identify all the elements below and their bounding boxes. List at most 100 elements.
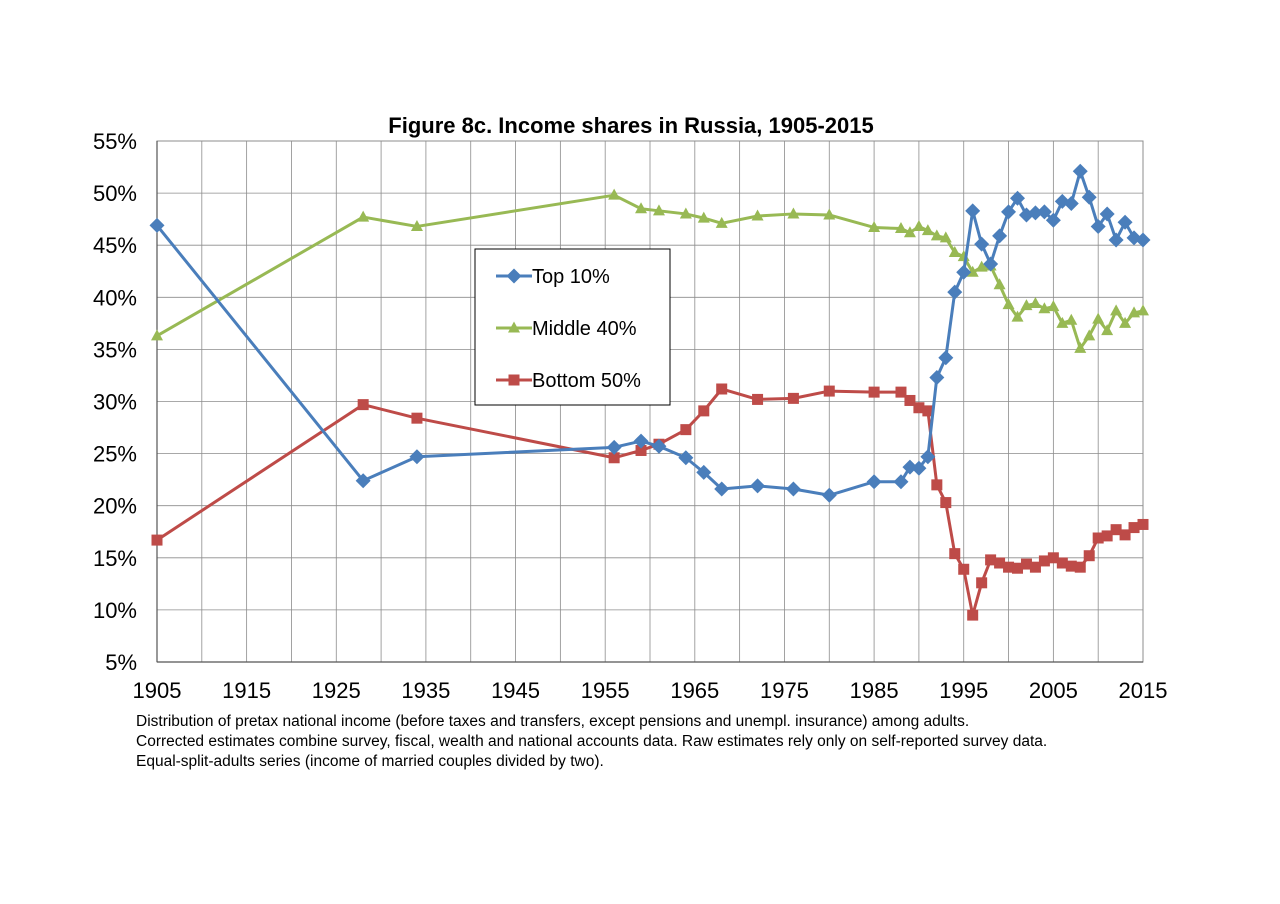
data-point-top-10 bbox=[821, 487, 837, 503]
data-point-bottom-50 bbox=[913, 402, 925, 414]
data-point-middle-40 bbox=[751, 209, 764, 221]
data-point-bottom-50 bbox=[1065, 560, 1077, 572]
data-point-middle-40 bbox=[912, 219, 925, 231]
data-point-bottom-50 bbox=[1119, 529, 1131, 541]
data-point-bottom-50 bbox=[716, 383, 728, 395]
y-tick-label: 55% bbox=[93, 129, 137, 154]
series-top-10 bbox=[149, 163, 1151, 503]
data-point-middle-40 bbox=[1056, 316, 1069, 328]
data-point-top-10 bbox=[1001, 204, 1017, 220]
data-point-top-10 bbox=[678, 450, 694, 466]
data-point-top-10 bbox=[606, 439, 622, 455]
data-point-middle-40 bbox=[1029, 297, 1042, 309]
data-point-top-10 bbox=[149, 217, 165, 233]
data-point-top-10 bbox=[956, 264, 972, 280]
data-point-middle-40 bbox=[1137, 304, 1149, 316]
data-point-middle-40 bbox=[715, 216, 728, 228]
x-tick-label: 2005 bbox=[1029, 678, 1078, 703]
data-point-middle-40 bbox=[823, 208, 836, 220]
x-tick-label: 1975 bbox=[760, 678, 809, 703]
chart-title: Figure 8c. Income shares in Russia, 1905… bbox=[388, 113, 873, 138]
x-tick-label: 1905 bbox=[133, 678, 182, 703]
data-point-bottom-50 bbox=[940, 497, 952, 509]
x-tick-label: 1925 bbox=[312, 678, 361, 703]
data-point-top-10 bbox=[1135, 232, 1151, 248]
x-tick-label: 1965 bbox=[670, 678, 719, 703]
data-point-middle-40 bbox=[1110, 304, 1123, 316]
data-point-top-10 bbox=[965, 203, 981, 219]
data-point-middle-40 bbox=[921, 224, 934, 236]
data-point-middle-40 bbox=[1047, 300, 1060, 312]
data-point-bottom-50 bbox=[976, 577, 988, 589]
x-tick-label: 1955 bbox=[581, 678, 630, 703]
data-point-bottom-50 bbox=[1029, 561, 1041, 573]
x-tick-label: 2015 bbox=[1119, 678, 1168, 703]
data-point-top-10 bbox=[1036, 204, 1052, 220]
data-point-bottom-50 bbox=[994, 557, 1006, 569]
data-point-top-10 bbox=[1045, 212, 1061, 228]
y-axis-tick-labels: 5% 10% 15% 20% 25% 30% 35% 40% 45% 50% 55% bbox=[93, 129, 137, 675]
data-point-top-10 bbox=[866, 474, 882, 490]
y-tick-label: 35% bbox=[93, 337, 137, 362]
series-middle-40 bbox=[151, 188, 1149, 353]
data-point-top-10 bbox=[633, 433, 649, 449]
data-point-top-10 bbox=[1099, 206, 1115, 222]
data-point-middle-40 bbox=[151, 329, 163, 341]
series-lines bbox=[149, 163, 1151, 621]
legend-label: Bottom 50% bbox=[532, 370, 641, 392]
data-point-top-10 bbox=[1072, 163, 1088, 179]
data-point-middle-40 bbox=[679, 207, 692, 219]
data-point-top-10 bbox=[947, 284, 963, 300]
y-tick-label: 30% bbox=[93, 390, 137, 415]
data-point-middle-40 bbox=[975, 260, 988, 272]
data-point-top-10 bbox=[750, 478, 766, 494]
legend-entry-bottom-50: Bottom 50% bbox=[496, 370, 641, 392]
data-point-middle-40 bbox=[1101, 324, 1114, 336]
data-point-middle-40 bbox=[894, 222, 907, 234]
data-point-middle-40 bbox=[787, 207, 800, 219]
y-tick-label: 20% bbox=[93, 494, 137, 519]
data-point-top-10 bbox=[409, 449, 425, 465]
data-point-top-10 bbox=[785, 481, 801, 497]
data-point-bottom-50 bbox=[1110, 524, 1122, 536]
data-point-bottom-50 bbox=[868, 386, 880, 398]
data-point-middle-40 bbox=[993, 278, 1006, 290]
data-point-bottom-50 bbox=[752, 393, 764, 405]
data-point-bottom-50 bbox=[1137, 518, 1149, 530]
data-point-bottom-50 bbox=[357, 399, 369, 411]
data-point-bottom-50 bbox=[787, 392, 799, 404]
x-tick-label: 1945 bbox=[491, 678, 540, 703]
note-line-1: Distribution of pretax national income (… bbox=[136, 713, 970, 730]
data-point-bottom-50 bbox=[1056, 557, 1068, 569]
data-point-bottom-50 bbox=[151, 534, 163, 546]
data-point-top-10 bbox=[974, 236, 990, 252]
x-tick-label: 1985 bbox=[850, 678, 899, 703]
data-point-top-10 bbox=[1108, 232, 1124, 248]
y-tick-label: 5% bbox=[105, 650, 137, 675]
legend-entry-middle-40: Middle 40% bbox=[496, 318, 637, 340]
data-point-top-10 bbox=[902, 459, 918, 475]
data-point-bottom-50 bbox=[922, 405, 934, 417]
legend-swatch-marker bbox=[508, 374, 520, 386]
y-tick-label: 50% bbox=[93, 181, 137, 206]
data-point-top-10 bbox=[1010, 190, 1026, 206]
data-point-bottom-50 bbox=[985, 554, 997, 566]
data-point-bottom-50 bbox=[1074, 561, 1086, 573]
y-tick-label: 45% bbox=[93, 233, 137, 258]
data-point-middle-40 bbox=[1020, 299, 1033, 311]
data-point-middle-40 bbox=[1128, 306, 1141, 318]
data-point-middle-40 bbox=[635, 202, 648, 214]
data-point-top-10 bbox=[1081, 189, 1097, 205]
data-point-middle-40 bbox=[868, 220, 881, 232]
chart-notes: Distribution of pretax national income (… bbox=[136, 712, 1216, 772]
data-point-middle-40 bbox=[948, 245, 961, 257]
data-point-middle-40 bbox=[966, 265, 979, 277]
data-point-top-10 bbox=[1117, 214, 1133, 230]
data-point-top-10 bbox=[911, 460, 927, 476]
y-tick-label: 15% bbox=[93, 546, 137, 571]
data-point-bottom-50 bbox=[1003, 561, 1015, 573]
data-point-bottom-50 bbox=[949, 548, 961, 560]
data-point-bottom-50 bbox=[1012, 562, 1024, 574]
data-point-middle-40 bbox=[1065, 313, 1078, 325]
